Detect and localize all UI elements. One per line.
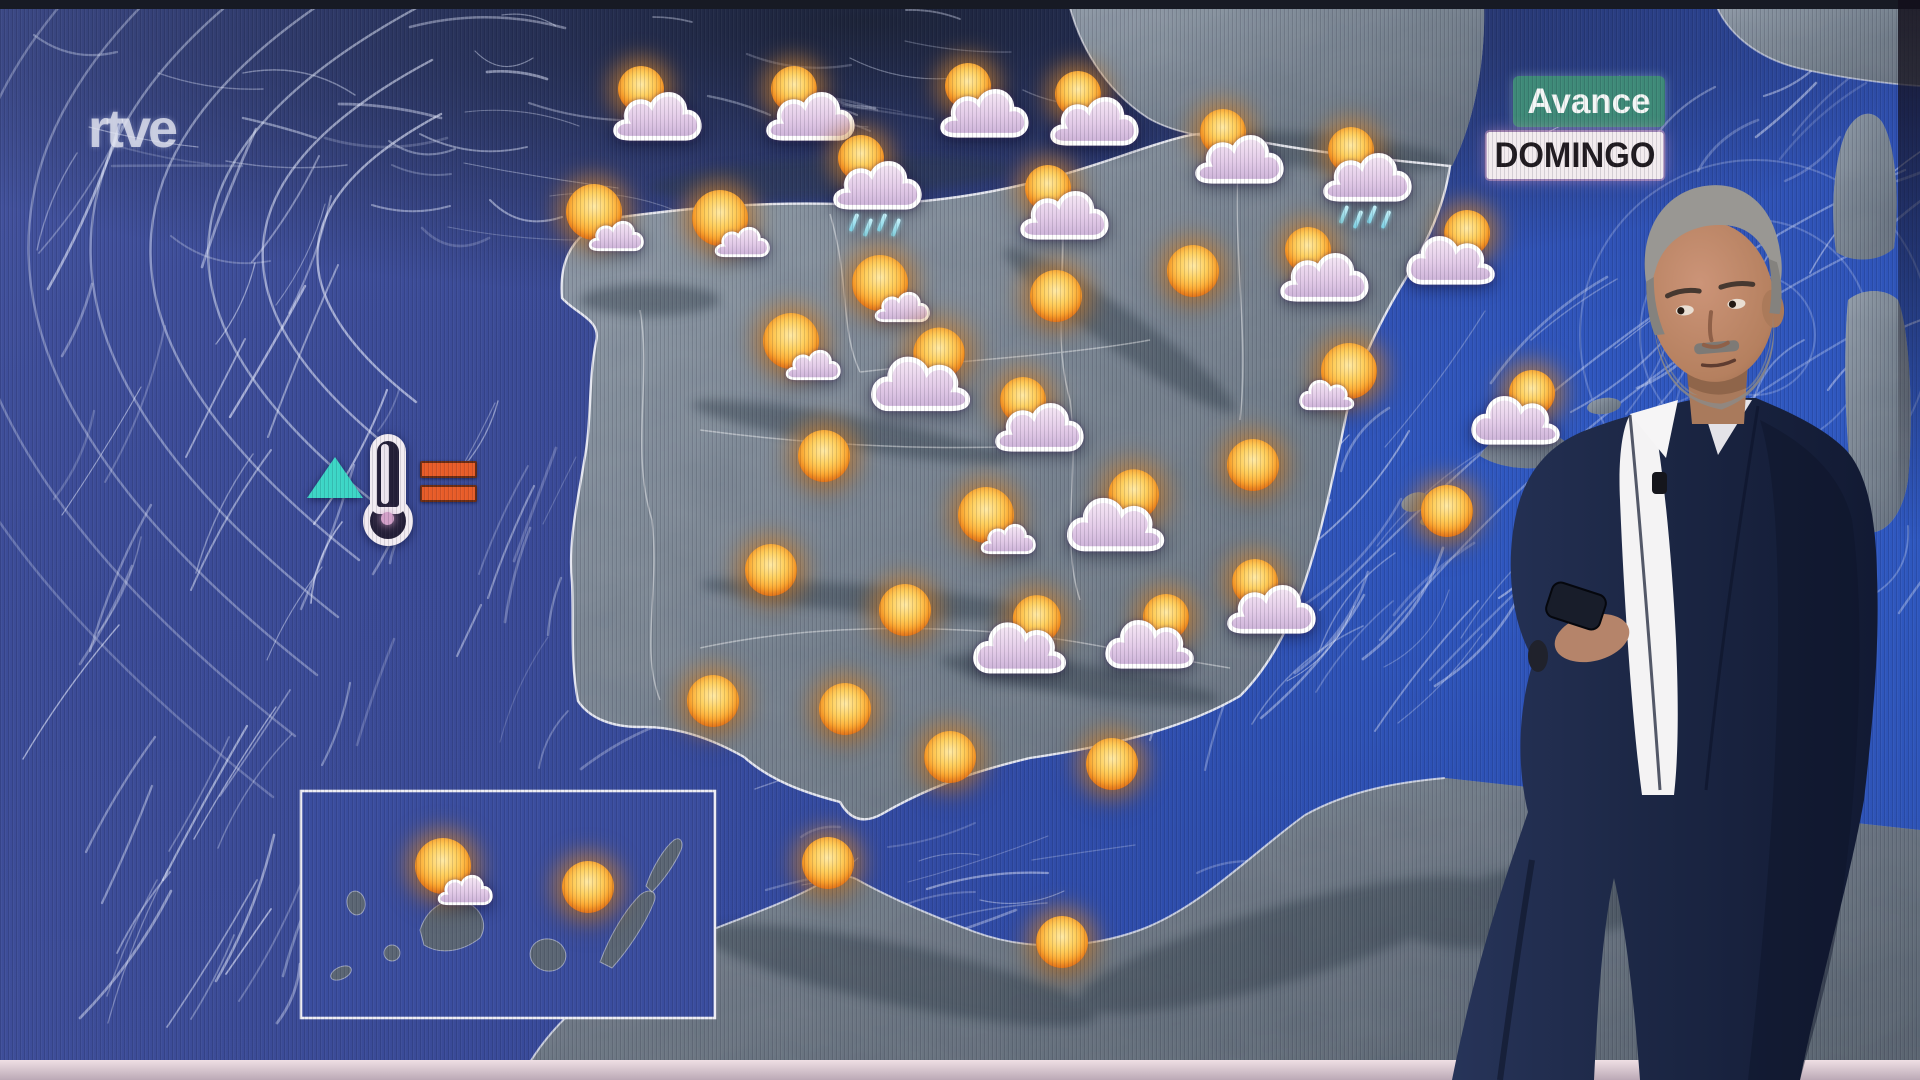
presenter-eyebrows	[1664, 281, 1756, 299]
weather-icon-sun-small-cloud	[944, 485, 1036, 557]
weather-icon-sun	[819, 683, 871, 735]
land-provence	[1714, 0, 1920, 86]
presenter-mouth	[1700, 358, 1737, 368]
island-lanzarote	[645, 838, 683, 893]
rtve-logo: rtve	[88, 99, 178, 159]
screen-right-edge	[1898, 0, 1920, 540]
day-badge-label: DOMINGO	[1494, 135, 1656, 175]
weather-icon-sun-behind-cloud	[1398, 208, 1502, 286]
weather-icon-sun	[745, 544, 797, 596]
weather-icon-sun	[924, 731, 976, 783]
weather-icon-sun-small-cloud	[678, 188, 770, 260]
temperature-rising-icon	[307, 457, 363, 498]
thermometer-icon	[363, 434, 413, 550]
weather-icon-sun-behind-cloud	[862, 325, 978, 412]
trouser-crease	[1497, 859, 1535, 1080]
weather-icon-sun	[798, 430, 850, 482]
weather-icon-sun	[1167, 245, 1219, 297]
weather-icon-sun-small-cloud	[749, 311, 841, 383]
presenter-hair-side	[1646, 258, 1782, 336]
island-corsica	[1833, 113, 1897, 260]
weather-icon-sun	[1036, 916, 1088, 968]
weather-icon-sun-behind-cloud	[606, 64, 710, 142]
weather-icon-sun	[687, 675, 739, 727]
presenter-lapel-line	[1628, 405, 1760, 791]
weather-icon-sun-behind-cloud	[1058, 467, 1172, 553]
weather-icon-sun-behind-cloud	[1220, 557, 1324, 635]
island-la-palma	[346, 890, 366, 916]
island-sardinia	[1845, 291, 1911, 533]
day-badge: DOMINGO	[1486, 132, 1664, 179]
presenter-nose	[1701, 310, 1730, 349]
island-menorca	[1587, 397, 1621, 415]
weather-icon-sun	[879, 584, 931, 636]
island-la-gomera	[383, 944, 401, 962]
weather-icon-sun-behind-cloud	[1188, 107, 1292, 185]
weather-icon-sun-small-cloud	[401, 836, 493, 908]
advance-badge: Avance	[1513, 76, 1665, 127]
studio-floor-edge	[0, 1060, 1920, 1080]
lavalier-mic	[1652, 472, 1667, 494]
weather-icon-sun	[562, 861, 614, 913]
presenter-collar-left	[1630, 400, 1678, 458]
presenter-hair	[1644, 185, 1782, 293]
weather-icon-sun	[1086, 738, 1138, 790]
weather-icon-sun-behind-cloud	[1273, 225, 1377, 303]
weather-icon-sun-cloud-rain	[826, 133, 930, 238]
weather-icon-sun-behind-cloud	[933, 61, 1037, 139]
advance-badge-label: Avance	[1527, 81, 1651, 121]
weather-icon-sun-behind-cloud	[1463, 368, 1567, 446]
presenter-head	[1644, 185, 1785, 410]
island-fuerteventura	[599, 890, 656, 969]
presenter-suit-shadow	[1748, 420, 1860, 1080]
island-tenerife	[419, 899, 484, 952]
weather-icon-sun-behind-cloud	[1013, 163, 1117, 241]
island-el-hierro	[330, 965, 352, 981]
land-france-west	[1068, 0, 1485, 166]
weather-icon-sun-behind-cloud	[1097, 592, 1201, 670]
presenter-shirt	[1619, 408, 1678, 795]
weather-icon-sun	[1421, 485, 1473, 537]
temperature-steady-icon	[420, 461, 477, 509]
mountain-shading	[580, 131, 1718, 1026]
weather-icon-sun	[1227, 439, 1279, 491]
weather-icon-sun-small-cloud	[552, 182, 644, 254]
weather-icon-sun	[1030, 270, 1082, 322]
weather-icon-sun	[802, 837, 854, 889]
weather-icon-sun-behind-cloud	[964, 593, 1073, 675]
weather-icon-sun-small-cloud	[1299, 341, 1391, 413]
island-gran-canaria	[529, 938, 567, 972]
presenter-watch	[1528, 640, 1548, 672]
screen-top-edge	[0, 0, 1920, 9]
weather-icon-sun-behind-cloud	[759, 64, 863, 142]
weather-icon-sun-behind-cloud	[1043, 69, 1147, 147]
weather-icon-sun-cloud-rain	[1316, 125, 1420, 230]
presenter-hands	[1554, 613, 1630, 663]
weather-icon-sun-small-cloud	[838, 253, 930, 325]
land-iberia	[561, 133, 1450, 820]
canary-inset	[299, 789, 717, 1020]
presenter-clicker	[1545, 581, 1607, 631]
presenter-face	[1650, 222, 1775, 382]
weather-icon-sun-behind-cloud	[988, 375, 1092, 453]
